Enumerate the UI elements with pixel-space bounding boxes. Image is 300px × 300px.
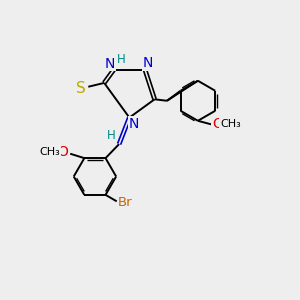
Text: O: O xyxy=(58,145,69,159)
Text: N: N xyxy=(104,57,115,71)
Text: H: H xyxy=(117,52,125,66)
Text: CH₃: CH₃ xyxy=(39,147,60,157)
Text: N: N xyxy=(143,56,153,70)
Text: H: H xyxy=(106,129,115,142)
Text: S: S xyxy=(76,81,86,96)
Text: O: O xyxy=(212,117,223,131)
Text: CH₃: CH₃ xyxy=(220,119,241,129)
Text: Br: Br xyxy=(118,196,133,209)
Text: N: N xyxy=(129,117,139,131)
